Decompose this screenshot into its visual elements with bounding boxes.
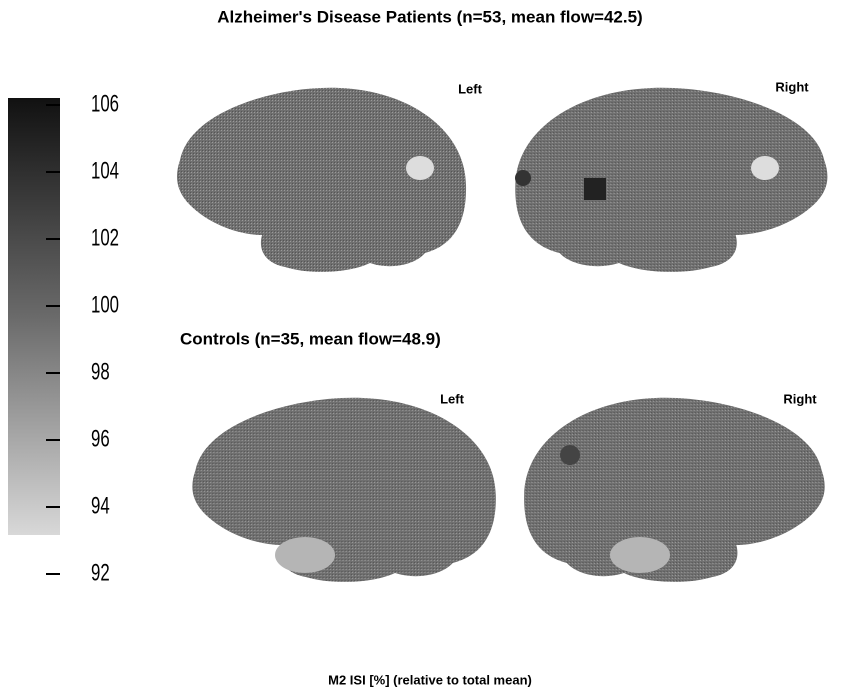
hemisphere-label: Left <box>458 81 483 96</box>
colorbar <box>8 98 60 535</box>
section-title: Alzheimer's Disease Patients (n=53, mean… <box>217 7 642 26</box>
tick-label: 92 <box>91 559 110 586</box>
tick-label: 102 <box>91 224 119 251</box>
tick-label: 104 <box>91 157 119 184</box>
brain-image <box>192 398 496 582</box>
hemisphere-label: Left <box>440 391 465 406</box>
figure: Alzheimer's Disease Patients (n=53, mean… <box>0 0 844 693</box>
tick-label: 100 <box>91 291 119 318</box>
caption: M2 ISI [%] (relative to total mean) <box>328 672 532 687</box>
tick-label: 96 <box>91 425 110 452</box>
brain-image <box>524 398 825 582</box>
brain-image <box>515 88 827 272</box>
section-title: Controls (n=35, mean flow=48.9) <box>180 329 441 348</box>
tick-label: 106 <box>91 90 119 117</box>
brain-image <box>177 88 466 272</box>
tick-label: 98 <box>91 358 110 385</box>
hemisphere-label: Right <box>783 391 817 406</box>
hemisphere-label: Right <box>775 79 809 94</box>
tick-label: 94 <box>91 492 110 519</box>
